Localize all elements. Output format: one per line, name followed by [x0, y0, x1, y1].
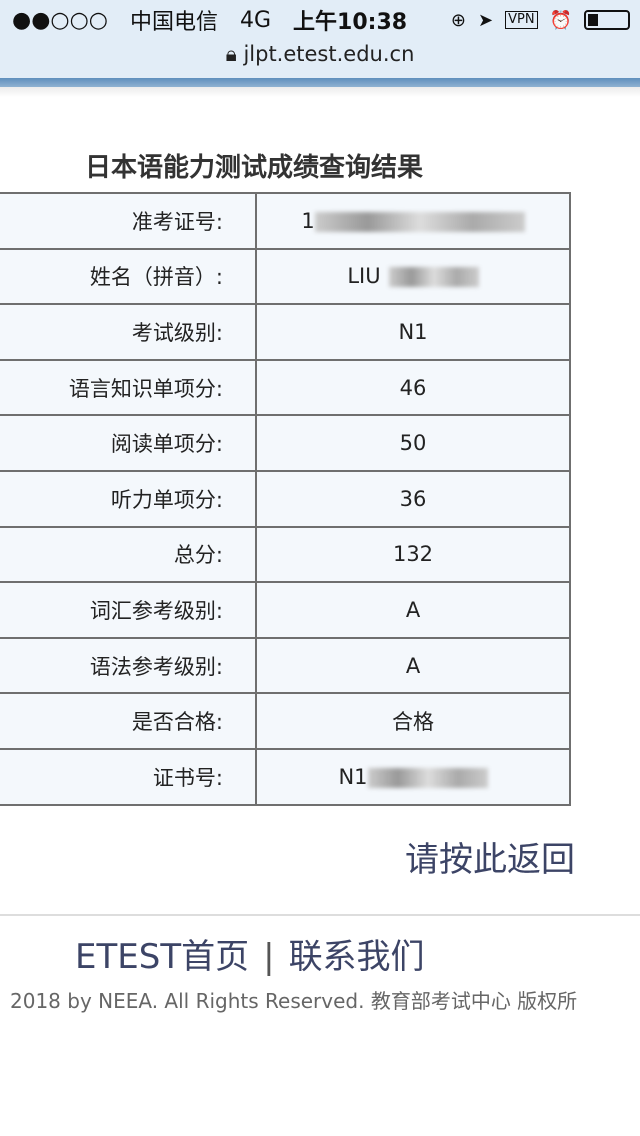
network-type: 4G: [240, 7, 272, 33]
progress-line: [0, 78, 640, 87]
row-value: A: [255, 581, 571, 639]
location-icon: ➤: [478, 9, 494, 31]
page-title: 日本语能力测试成绩查询结果: [85, 153, 424, 183]
value-text: 36: [399, 486, 427, 511]
row-label: 词汇参考级别:: [0, 581, 257, 639]
clock: 上午10:38: [293, 10, 408, 35]
lock-icon: 🔒︎: [225, 42, 244, 66]
back-link[interactable]: 请按此返回: [405, 840, 575, 880]
row-value: N1: [255, 747, 571, 806]
redacted-blur: [388, 267, 479, 288]
value-text: A: [405, 597, 421, 622]
results-table: 准考证号: 1 姓名（拼音）: LIU 考试级别: N1 语言知识单项分: 46 阅读单项分: 5…: [0, 192, 571, 806]
row-label: 姓名（拼音）:: [0, 247, 257, 306]
etest-home-link[interactable]: ETEST首页: [75, 937, 250, 977]
vpn-icon: VPN: [505, 11, 538, 29]
table-row: 语法参考级别: A: [0, 636, 571, 695]
value-text: A: [405, 653, 421, 678]
row-label: 是否合格:: [0, 692, 257, 750]
table-row: 证书号: N1: [0, 747, 571, 806]
redacted-blur: [367, 767, 488, 788]
value-text: LIU: [347, 264, 381, 289]
table-row: 总分: 132: [0, 525, 571, 584]
redacted-blur: [314, 211, 525, 232]
row-value: 50: [255, 414, 571, 472]
contact-link[interactable]: 联系我们: [288, 937, 425, 977]
row-label: 考试级别:: [0, 303, 257, 361]
signal-indicator: ●●○○○: [12, 7, 108, 33]
table-row: 姓名（拼音）: LIU: [0, 247, 571, 306]
row-label: 总分:: [0, 525, 257, 584]
value-text: 合格: [392, 710, 434, 735]
divider: [0, 914, 640, 916]
browser-header: ●●○○○ 中国电信 4G 上午10:38 ⊕ ➤ VPN ⏰ 🔒︎ jlpt.…: [0, 0, 640, 80]
table-row: 是否合格: 合格: [0, 692, 571, 750]
battery-icon: [584, 10, 630, 30]
copyright: 2018 by NEEA. All Rights Reserved. 教育部考试…: [10, 989, 578, 1013]
footer-links: ETEST首页 | 联系我们: [75, 929, 425, 978]
row-label: 语法参考级别:: [0, 636, 257, 695]
value-text: 132: [392, 542, 434, 567]
row-value: 36: [255, 469, 571, 528]
carrier: 中国电信: [129, 10, 218, 35]
row-value: 合格: [255, 692, 571, 750]
row-label: 准考证号:: [0, 192, 257, 250]
row-label: 语言知识单项分:: [0, 358, 257, 417]
row-label: 听力单项分:: [0, 469, 257, 528]
value-text: 46: [399, 375, 427, 400]
table-row: 听力单项分: 36: [0, 469, 571, 528]
alarm-icon: ⏰: [549, 9, 572, 31]
row-value: 1: [255, 192, 571, 250]
row-value: LIU: [255, 247, 571, 306]
row-label: 证书号:: [0, 747, 257, 806]
value-text: 1: [301, 208, 315, 233]
table-row: 语言知识单项分: 46: [0, 358, 571, 417]
row-label: 阅读单项分:: [0, 414, 257, 472]
row-value: 132: [255, 525, 571, 584]
table-row: 准考证号: 1: [0, 192, 571, 250]
value-text: N1: [398, 319, 428, 344]
row-value: N1: [255, 303, 571, 361]
row-value: A: [255, 636, 571, 695]
url-text: jlpt.etest.edu.cn: [243, 42, 415, 66]
table-row: 词汇参考级别: A: [0, 581, 571, 639]
separator: |: [263, 937, 275, 977]
header-shadow: [0, 87, 640, 97]
table-row: 考试级别: N1: [0, 303, 571, 361]
row-value: 46: [255, 358, 571, 417]
value-text: 50: [399, 431, 427, 456]
status-bar: ●●○○○ 中国电信 4G 上午10:38 ⊕ ➤ VPN ⏰: [12, 6, 630, 35]
address-bar[interactable]: 🔒︎ jlpt.etest.edu.cn: [0, 42, 640, 67]
value-text: N1: [338, 764, 368, 789]
rotation-lock-icon: ⊕: [450, 9, 467, 31]
table-row: 阅读单项分: 50: [0, 414, 571, 472]
